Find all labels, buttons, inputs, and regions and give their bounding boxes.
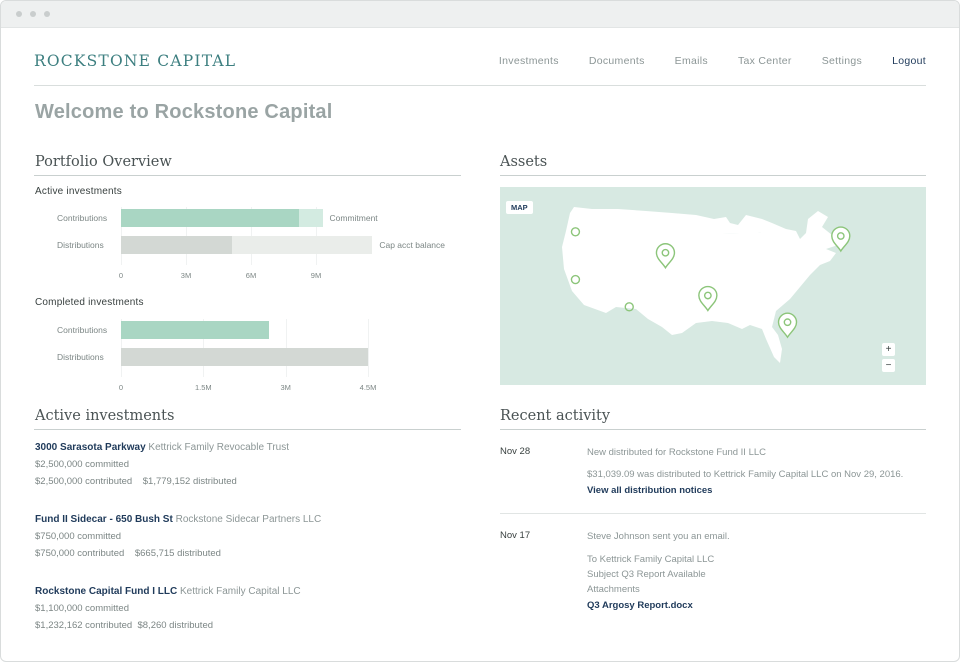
map-pin-icon[interactable]	[777, 312, 798, 339]
investment-entity: Kettrick Family Revocable Trust	[148, 442, 290, 453]
investment-distributed: $665,715 distributed	[134, 548, 221, 559]
nav-investments[interactable]: Investments	[498, 55, 559, 67]
nav-emails[interactable]: Emails	[674, 55, 708, 67]
recent-activity-title: Recent activity	[500, 408, 611, 424]
chart-total-label: Cap acct balance	[379, 240, 446, 250]
investment-contributed: $1,232,162 contributed	[35, 620, 133, 631]
chart-total-label: Commitment	[329, 213, 378, 223]
map-pin-icon[interactable]	[698, 285, 718, 312]
map-location-dot-icon[interactable]	[570, 227, 581, 237]
chart-tick-label: 6M	[245, 271, 257, 280]
active-investments-chart-label: Active investments	[35, 186, 122, 197]
activity-line: To Kettrick Family Capital LLC	[587, 554, 715, 565]
portfolio-overview-title: Portfolio Overview	[35, 154, 172, 170]
view-distribution-notices-link[interactable]: View all distribution notices	[587, 485, 713, 496]
investment-committed: $1,100,000 committed	[35, 603, 130, 614]
completed-investments-chart-label: Completed investments	[35, 297, 144, 308]
page-title: Welcome to Rockstone Capital	[35, 101, 333, 123]
window-dot-icon	[44, 11, 50, 17]
portfolio-divider	[34, 175, 461, 176]
chart-row-label: Contributions	[57, 325, 108, 335]
assets-map[interactable]: MAP + −	[500, 187, 926, 385]
investment-item: 3000 Sarasota Parkway Kettrick Family Re…	[35, 442, 289, 487]
brand-logo[interactable]: ROCKSTONE CAPITAL	[34, 52, 237, 70]
activity-line: Subject Q3 Report Available	[587, 569, 706, 580]
window-dot-icon	[16, 11, 22, 17]
activity-date: Nov 28	[500, 446, 531, 457]
activity-line: New distributed for Rockstone Fund II LL…	[587, 447, 767, 458]
chart-row-label: Distributions	[57, 240, 104, 250]
investment-entity: Kettrick Family Capital LLC	[180, 586, 301, 597]
assets-title: Assets	[500, 154, 548, 170]
activity-line: Attachments	[587, 584, 640, 595]
nav-tax-center[interactable]: Tax Center	[737, 55, 792, 67]
chart-row-label: Contributions	[57, 213, 108, 223]
chart-tick-label: 4.5M	[359, 383, 377, 392]
investment-distributed: $8,260 distributed	[137, 620, 214, 631]
investment-name-link[interactable]: Fund II Sidecar - 650 Bush St	[35, 514, 173, 525]
active-investments-title: Active investments	[35, 408, 175, 424]
top-nav: Investments Documents Emails Tax Center …	[469, 55, 926, 67]
map-location-dot-icon[interactable]	[624, 302, 634, 312]
chart-value-bar	[121, 321, 270, 339]
investment-committed: $2,500,000 committed	[35, 459, 130, 470]
investment-distributed: $1,779,152 distributed	[142, 476, 237, 487]
chart-tick-label: 0	[118, 383, 124, 392]
map-pin-icon[interactable]	[831, 226, 851, 253]
activity-date: Nov 17	[500, 530, 531, 541]
zoom-out-button[interactable]: −	[882, 359, 895, 372]
us-landmass	[562, 207, 838, 363]
investment-contributed: $750,000 contributed	[35, 548, 125, 559]
assets-divider	[500, 175, 926, 176]
nav-settings[interactable]: Settings	[821, 55, 863, 67]
map-pin-icon[interactable]	[655, 243, 676, 270]
chart-tick-label: 3M	[180, 271, 192, 280]
activity-line: $31,039.09 was distributed to Kettrick F…	[587, 469, 904, 480]
chart-tick-label: 3M	[280, 383, 291, 392]
nav-logout[interactable]: Logout	[892, 55, 926, 67]
activity-line: Steve Johnson sent you an email.	[587, 531, 730, 542]
chart-tick-label: 9M	[310, 271, 322, 280]
investment-item: Fund II Sidecar - 650 Bush St Rockstone …	[35, 514, 321, 559]
window-dot-icon	[30, 11, 36, 17]
chart-tick-label: 0	[118, 271, 124, 280]
chart-row-label: Distributions	[57, 352, 104, 362]
chart-gridline	[368, 319, 369, 377]
map-badge: MAP	[506, 201, 533, 214]
header-divider	[34, 85, 926, 86]
nav-documents[interactable]: Documents	[588, 55, 645, 67]
map-location-dot-icon[interactable]	[570, 274, 581, 285]
chart-tick-label: 1.5M	[194, 383, 212, 392]
zoom-in-button[interactable]: +	[882, 343, 895, 356]
investment-name-link[interactable]: Rockstone Capital Fund I LLC	[35, 586, 178, 597]
active-investments-divider	[34, 429, 461, 430]
investment-committed: $750,000 committed	[35, 531, 122, 542]
investment-item: Rockstone Capital Fund I LLC Kettrick Fa…	[35, 586, 301, 631]
investment-contributed: $2,500,000 contributed	[35, 476, 133, 487]
window-titlebar	[1, 1, 959, 28]
activity-divider	[500, 513, 926, 514]
chart-value-bar	[121, 209, 299, 227]
attachment-link[interactable]: Q3 Argosy Report.docx	[587, 600, 693, 611]
investment-entity: Rockstone Sidecar Partners LLC	[175, 514, 322, 525]
recent-activity-divider	[500, 429, 926, 430]
investment-name-link[interactable]: 3000 Sarasota Parkway	[35, 442, 146, 453]
us-map	[562, 207, 851, 363]
chart-value-bar	[121, 236, 232, 254]
chart-value-bar	[121, 348, 368, 366]
